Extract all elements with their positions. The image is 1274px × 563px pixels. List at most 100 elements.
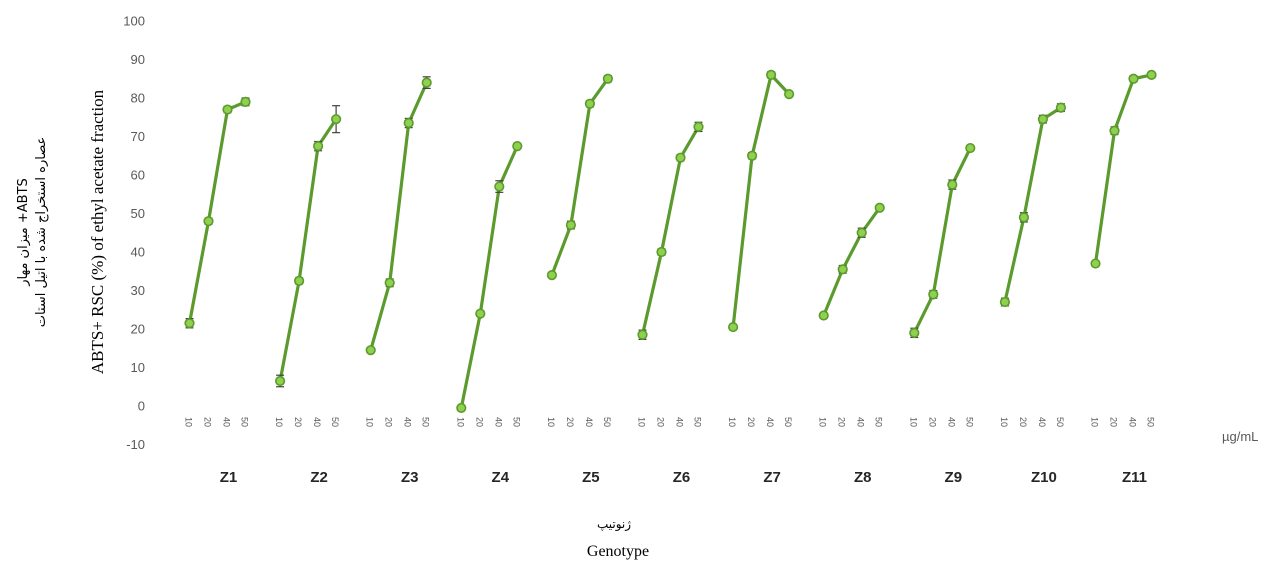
genotype-label: Z4 (492, 469, 510, 486)
x-tick-label: 40 (856, 417, 866, 427)
y-tick-label: -10 (126, 437, 145, 452)
genotype-label: Z5 (582, 469, 600, 486)
series-line (550, 77, 610, 276)
y-axis-title-fa-line2: عصاره استخراج شده با اتیل استات (34, 137, 49, 327)
data-point (999, 296, 1011, 308)
data-point (965, 142, 976, 154)
genotype-label: Z9 (945, 469, 963, 486)
series-line (187, 100, 247, 324)
y-tick-label: 90 (131, 52, 145, 67)
data-point (1109, 125, 1120, 136)
y-tick-label: 60 (131, 168, 145, 183)
x-tick-label: 20 (474, 417, 484, 427)
x-tick-label: 20 (1018, 417, 1028, 427)
x-tick-label: 50 (1146, 417, 1156, 427)
x-tick-label: 10 (546, 417, 556, 427)
data-point (1090, 258, 1101, 269)
x-tick-label: 50 (421, 417, 431, 427)
data-point (1055, 102, 1066, 113)
y-tick-label: 70 (131, 129, 145, 144)
x-axis-concentration-ticks: 10 20 40 50 10 20 40 50 10 20 40 50 10 20 40 50 10 20 40 50… (184, 417, 1156, 427)
series-line (459, 145, 519, 409)
x-tick-label: 50 (783, 417, 793, 427)
x-tick-label: 40 (765, 417, 775, 427)
genotype-label: Z1 (220, 469, 238, 486)
series-line (1093, 73, 1152, 264)
x-tick-label: 20 (656, 417, 666, 427)
series-z2 (275, 105, 342, 388)
x-tick-label: 20 (837, 417, 847, 427)
series-line (822, 206, 881, 317)
data-point (313, 141, 324, 152)
x-tick-label: 10 (274, 417, 284, 427)
series-line (731, 73, 791, 328)
data-point (837, 264, 848, 275)
y-tick-label: 80 (131, 91, 145, 106)
series-z6 (637, 121, 704, 340)
x-tick-label: 20 (384, 417, 394, 427)
y-axis-ticks: -10 0 10 20 30 40 50 60 70 80 90 100 (123, 14, 145, 453)
genotype-label: Z7 (763, 469, 781, 486)
x-tick-label: 10 (1090, 417, 1100, 427)
plot-area (184, 69, 1157, 414)
data-point (475, 308, 486, 319)
x-tick-label: 40 (493, 417, 503, 427)
data-point (909, 327, 920, 338)
data-point (584, 98, 596, 109)
data-point (1037, 114, 1048, 125)
data-point (421, 77, 432, 88)
series-z4 (456, 141, 523, 414)
series-line (278, 118, 338, 382)
x-tick-label: 50 (330, 417, 340, 427)
data-point (928, 289, 939, 300)
x-tick-label: 20 (565, 417, 575, 427)
x-tick-label: 10 (365, 417, 375, 427)
x-tick-label: 10 (999, 417, 1009, 427)
x-tick-label: 40 (1128, 417, 1138, 427)
x-tick-label: 20 (927, 417, 937, 427)
y-axis-title-en: ABTS+ RSC (%) of ethyl acetate fraction (88, 89, 107, 374)
data-point (1146, 69, 1157, 80)
x-tick-label: 20 (746, 417, 756, 427)
y-tick-label: 100 (123, 14, 145, 29)
y-axis-title: میزان مهار +ABTS عصاره استخراج شده با ات… (16, 89, 107, 374)
data-point (403, 117, 414, 129)
x-tick-label: 40 (403, 417, 413, 427)
genotype-labels: Z1 Z2 Z3 Z4 Z5 Z6 Z7 Z8 Z9 Z10 Z11 (220, 469, 1147, 486)
series-z11 (1090, 69, 1157, 269)
x-tick-label: 40 (675, 417, 685, 427)
genotype-label: Z8 (854, 469, 872, 486)
data-point (222, 104, 233, 115)
series-z3 (365, 76, 432, 356)
y-tick-label: 40 (131, 245, 145, 260)
genotype-label: Z2 (310, 469, 328, 486)
x-tick-label: 10 (637, 417, 647, 427)
y-tick-label: 50 (131, 206, 145, 221)
series-line (912, 147, 972, 334)
x-tick-label: 10 (184, 417, 194, 427)
x-tick-label: 40 (946, 417, 956, 427)
data-point (456, 402, 467, 414)
y-tick-label: 10 (131, 360, 145, 375)
data-point (1128, 73, 1139, 84)
data-point (365, 345, 376, 356)
x-tick-label: 50 (511, 417, 521, 427)
data-point (947, 179, 958, 190)
genotype-label: Z10 (1031, 469, 1057, 486)
series-z9 (909, 142, 976, 339)
x-tick-label: 20 (1109, 417, 1119, 427)
data-point (331, 114, 342, 125)
data-point (565, 219, 577, 231)
x-tick-label: 40 (584, 417, 594, 427)
data-point (203, 216, 214, 227)
x-tick-label: 20 (203, 417, 213, 427)
data-point (675, 152, 686, 163)
x-tick-label: 10 (818, 417, 828, 427)
data-point (275, 375, 286, 387)
x-axis-title-en: Genotype (587, 543, 649, 560)
x-tick-label: 50 (693, 417, 703, 427)
data-point (637, 329, 648, 340)
data-point (874, 202, 885, 213)
data-point (856, 227, 867, 238)
